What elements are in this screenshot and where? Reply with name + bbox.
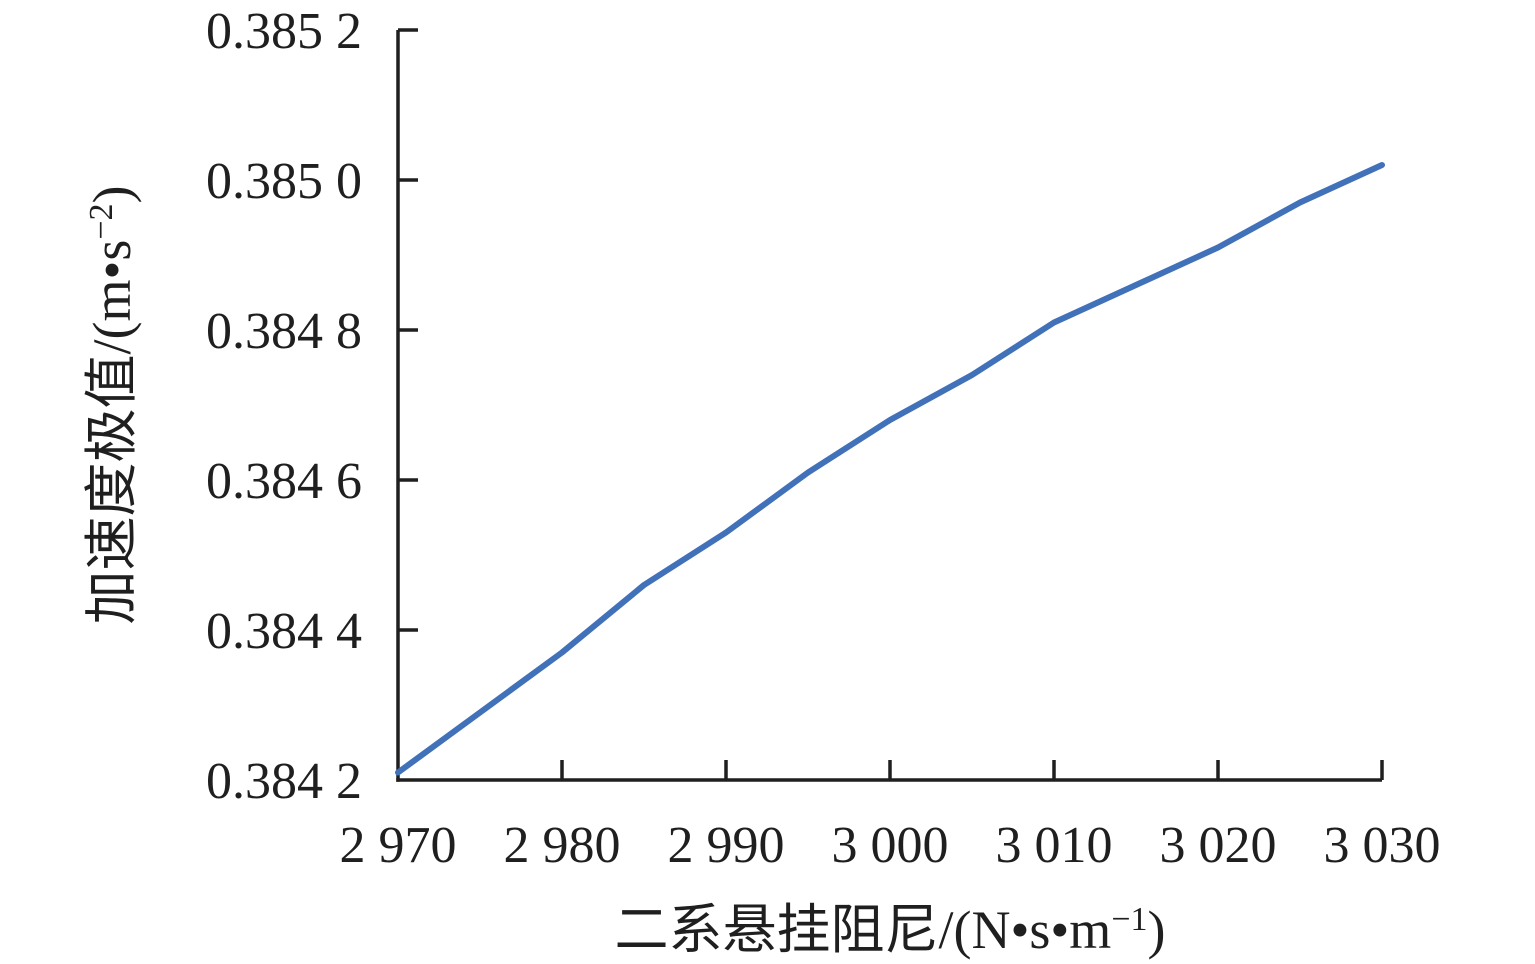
y-tick-label: 0.384 2 <box>206 753 362 810</box>
x-tick-label: 2 980 <box>504 817 621 874</box>
x-tick-label: 3 010 <box>996 817 1113 874</box>
x-axis-title-superscript: −1 <box>1111 901 1147 938</box>
x-tick-label: 3 020 <box>1160 817 1277 874</box>
y-axis-title-text: 加速度极值/(m•s <box>82 240 142 625</box>
x-axis-title-suffix: ) <box>1148 900 1166 960</box>
tick-layer <box>398 28 1384 780</box>
y-tick-label: 0.385 2 <box>206 3 362 60</box>
y-tick-label: 0.384 4 <box>206 603 362 660</box>
x-tick-label: 3 000 <box>832 817 949 874</box>
series-layer <box>395 162 1385 776</box>
x-tick-label: 3 030 <box>1324 817 1441 874</box>
y-axis-title: 加速度极值/(m•s−2) <box>82 185 142 624</box>
x-axis-title: 二系悬挂阻尼/(N•s•m−1) <box>615 900 1166 960</box>
data-line <box>395 162 1385 776</box>
y-tick-label: 0.385 0 <box>206 153 362 210</box>
x-axis-title-text: 二系悬挂阻尼/(N•s•m <box>615 900 1112 960</box>
y-axis-title-superscript: −2 <box>83 203 120 239</box>
y-tick-label: 0.384 8 <box>206 303 362 360</box>
x-tick-label: 2 970 <box>340 817 457 874</box>
y-tick-label: 0.384 6 <box>206 453 362 510</box>
tick-label-layer: 2 970 2 980 2 990 3 000 3 010 3 020 3 030 0.385… <box>206 3 1441 874</box>
x-tick-label: 2 990 <box>668 817 785 874</box>
y-axis-title-suffix: ) <box>82 185 142 203</box>
